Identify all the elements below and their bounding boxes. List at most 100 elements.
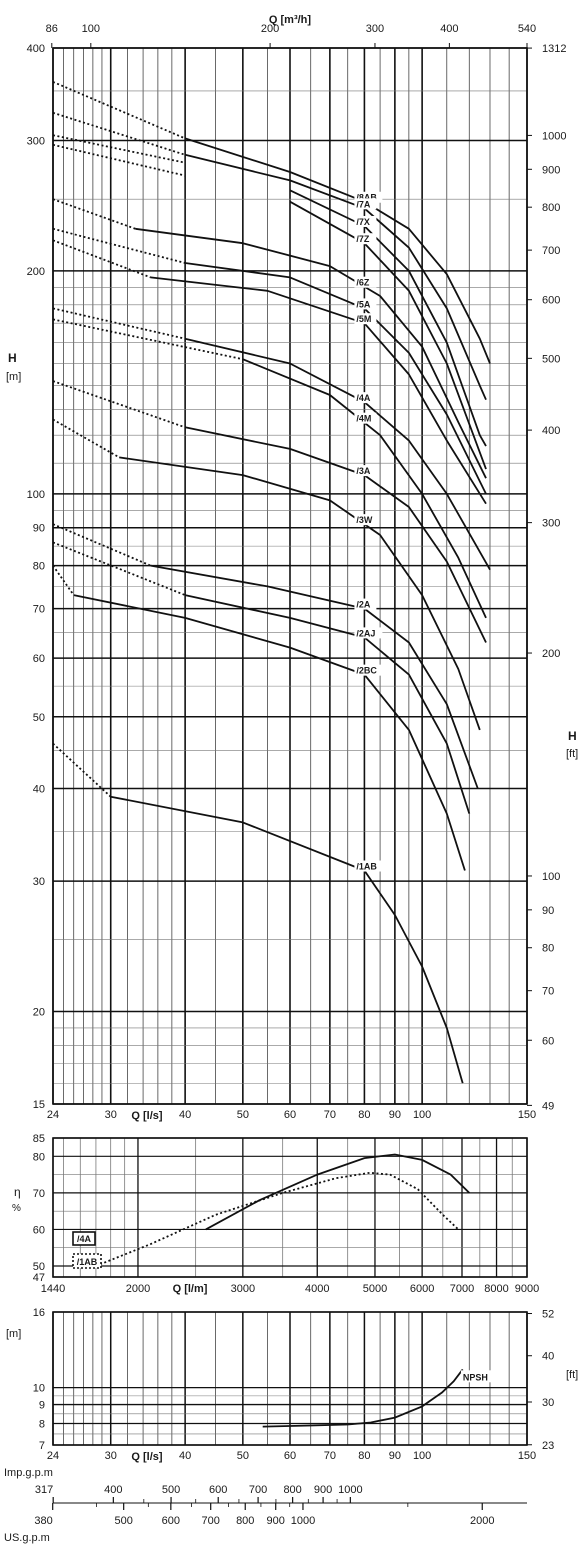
head-x-tick-label: 70 [324, 1109, 336, 1121]
efficiency-x-tick-label: 4000 [305, 1283, 329, 1295]
curve-8ab [184, 137, 491, 364]
head-right-tick-label: 1312 [542, 43, 566, 55]
us-gpm-tick-label: 500 [114, 1515, 132, 1527]
head-y-tick-label: 90 [33, 523, 45, 535]
curve-5a-dotted [52, 227, 186, 264]
head-right-tick-label: 90 [542, 905, 554, 917]
head-y-tick-label: 15 [33, 1099, 45, 1111]
curve-label-bg [354, 215, 377, 227]
head-top-tick-label: 200 [261, 23, 279, 35]
us-gpm-scale: 380 500 600 700 800 900 1000 2000 [34, 1502, 527, 1527]
efficiency-x-tick-label: 1440 [41, 1283, 65, 1295]
npsh-x-tick-label: 150 [518, 1450, 536, 1462]
head-right-tick-label: 80 [542, 943, 554, 955]
head-x-tick-label: 60 [284, 1109, 296, 1121]
curve-label-2bc: /2BC [356, 666, 377, 676]
curve-label-5m: /5M [356, 314, 371, 324]
curve-label-bg [354, 298, 377, 310]
imp-gpm-label: Imp.g.p.m [4, 1467, 53, 1479]
head-curves [52, 81, 491, 1084]
head-x-tick-label: 90 [389, 1109, 401, 1121]
legend-4a-label: /4A [77, 1234, 92, 1244]
imp-gpm-tick-label: 600 [209, 1484, 227, 1496]
head-top-axis-label: Q [m³/h] [269, 14, 311, 26]
curve-3w-dotted [52, 418, 120, 459]
curve-label-bg [354, 664, 383, 676]
head-right-tick-label: 700 [542, 245, 560, 257]
curve-label-6z: /6Z [356, 278, 370, 288]
efficiency-x-tick-label: 5000 [363, 1283, 387, 1295]
legend-1ab-box [72, 1253, 102, 1269]
efficiency-x-tick-label: 7000 [450, 1283, 474, 1295]
npsh-right-axis-unit: [ft] [566, 1369, 578, 1381]
us-gpm-tick-label: 900 [267, 1515, 285, 1527]
curve-label-bg [354, 598, 377, 610]
curve-6z [135, 227, 487, 479]
efficiency-curve-1ab [95, 1171, 459, 1267]
npsh-y-tick-label: 9 [39, 1400, 45, 1412]
head-right-tick-label: 300 [542, 518, 560, 530]
efficiency-curves [95, 1153, 470, 1267]
efficiency-y-axis-unit: % [12, 1203, 21, 1214]
curve-label-3a: /3A [356, 466, 371, 476]
imp-gpm-tick-label: 800 [283, 1484, 301, 1496]
efficiency-y-axis-title: η [14, 1185, 21, 1199]
curve-label-bg [354, 313, 377, 325]
head-top-tick-label: 300 [366, 23, 384, 35]
curve-1ab [110, 795, 464, 1084]
curve-8ab-dotted [52, 81, 186, 140]
us-gpm-tick-label: 2000 [470, 1515, 494, 1527]
curve-2aj-dotted [52, 541, 186, 596]
curve-label-bg [354, 627, 383, 639]
npsh-curve [262, 1368, 464, 1428]
curve-3w [119, 456, 481, 731]
head-y-tick-label: 20 [33, 1006, 45, 1018]
head-right-tick-label: 500 [542, 353, 560, 365]
npsh-labels: 24 30 40 50 60 70 80 90 100 150 7 8 9 10 16 23 30 40 52 NPS… [33, 1307, 555, 1462]
npsh-y-tick-label: 7 [39, 1440, 45, 1452]
npsh-x-tick-label: 24 [47, 1450, 59, 1462]
curve-label-8ab: /8AB [356, 193, 377, 203]
curve-5m [150, 276, 487, 505]
curve-5a [184, 262, 487, 495]
us-gpm-tick-label: 600 [162, 1515, 180, 1527]
curve-label-7z: /7Z [356, 234, 370, 244]
legend-4a: /4A [72, 1231, 96, 1246]
curve-label-bg [354, 392, 377, 404]
head-chart: 24 30 40 50 60 70 80 90 100 150 15 20 30 40 50 60 70 80 90… [6, 14, 578, 1122]
npsh-x-tick-label: 50 [237, 1450, 249, 1462]
curve-2bc [73, 594, 466, 871]
imp-gpm-tick-label: 700 [249, 1484, 267, 1496]
legend-1ab-label: /1AB [77, 1257, 98, 1267]
head-x-tick-label: 30 [105, 1109, 117, 1121]
curve-4a-dotted [52, 307, 186, 340]
curve-label-4a: /4A [356, 393, 371, 403]
curve-label-bg [354, 412, 377, 424]
head-y-axis-title: H [8, 351, 17, 365]
npsh-y-tick-label: 8 [39, 1419, 45, 1431]
curve-label-2a: /2A [356, 600, 371, 610]
efficiency-x-tick-label: 3000 [231, 1283, 255, 1295]
npsh-x-tick-label: 80 [358, 1450, 370, 1462]
npsh-right-tick-label: 40 [542, 1351, 554, 1363]
npsh-y-tick-label: 10 [33, 1383, 45, 1395]
curve-label-1ab: /1AB [356, 862, 377, 872]
curve-4m-dotted [52, 318, 243, 361]
head-right-tick-label: 100 [542, 871, 560, 883]
head-top-tick-label: 100 [82, 23, 100, 35]
curve-7a [184, 153, 487, 401]
head-x-axis-label: Q [l/s] [131, 1110, 163, 1122]
npsh-y-tick-label: 16 [33, 1307, 45, 1319]
npsh-right-tick-label: 30 [542, 1397, 554, 1409]
efficiency-x-tick-label: 9000 [515, 1283, 539, 1295]
us-gpm-tick-label: 380 [34, 1515, 52, 1527]
curve-label-2aj: /2AJ [356, 628, 375, 638]
curve-label-bg [354, 465, 377, 477]
curve-label-7x: /7X [356, 217, 370, 227]
curve-6z-dotted [52, 198, 136, 230]
head-y-tick-label: 70 [33, 604, 45, 616]
efficiency-labels: 1440 2000 3000 4000 5000 6000 7000 8000 9000 4750… [33, 1133, 539, 1295]
npsh-x-tick-label: 30 [105, 1450, 117, 1462]
imp-gpm-tick-label: 317 [35, 1484, 53, 1496]
